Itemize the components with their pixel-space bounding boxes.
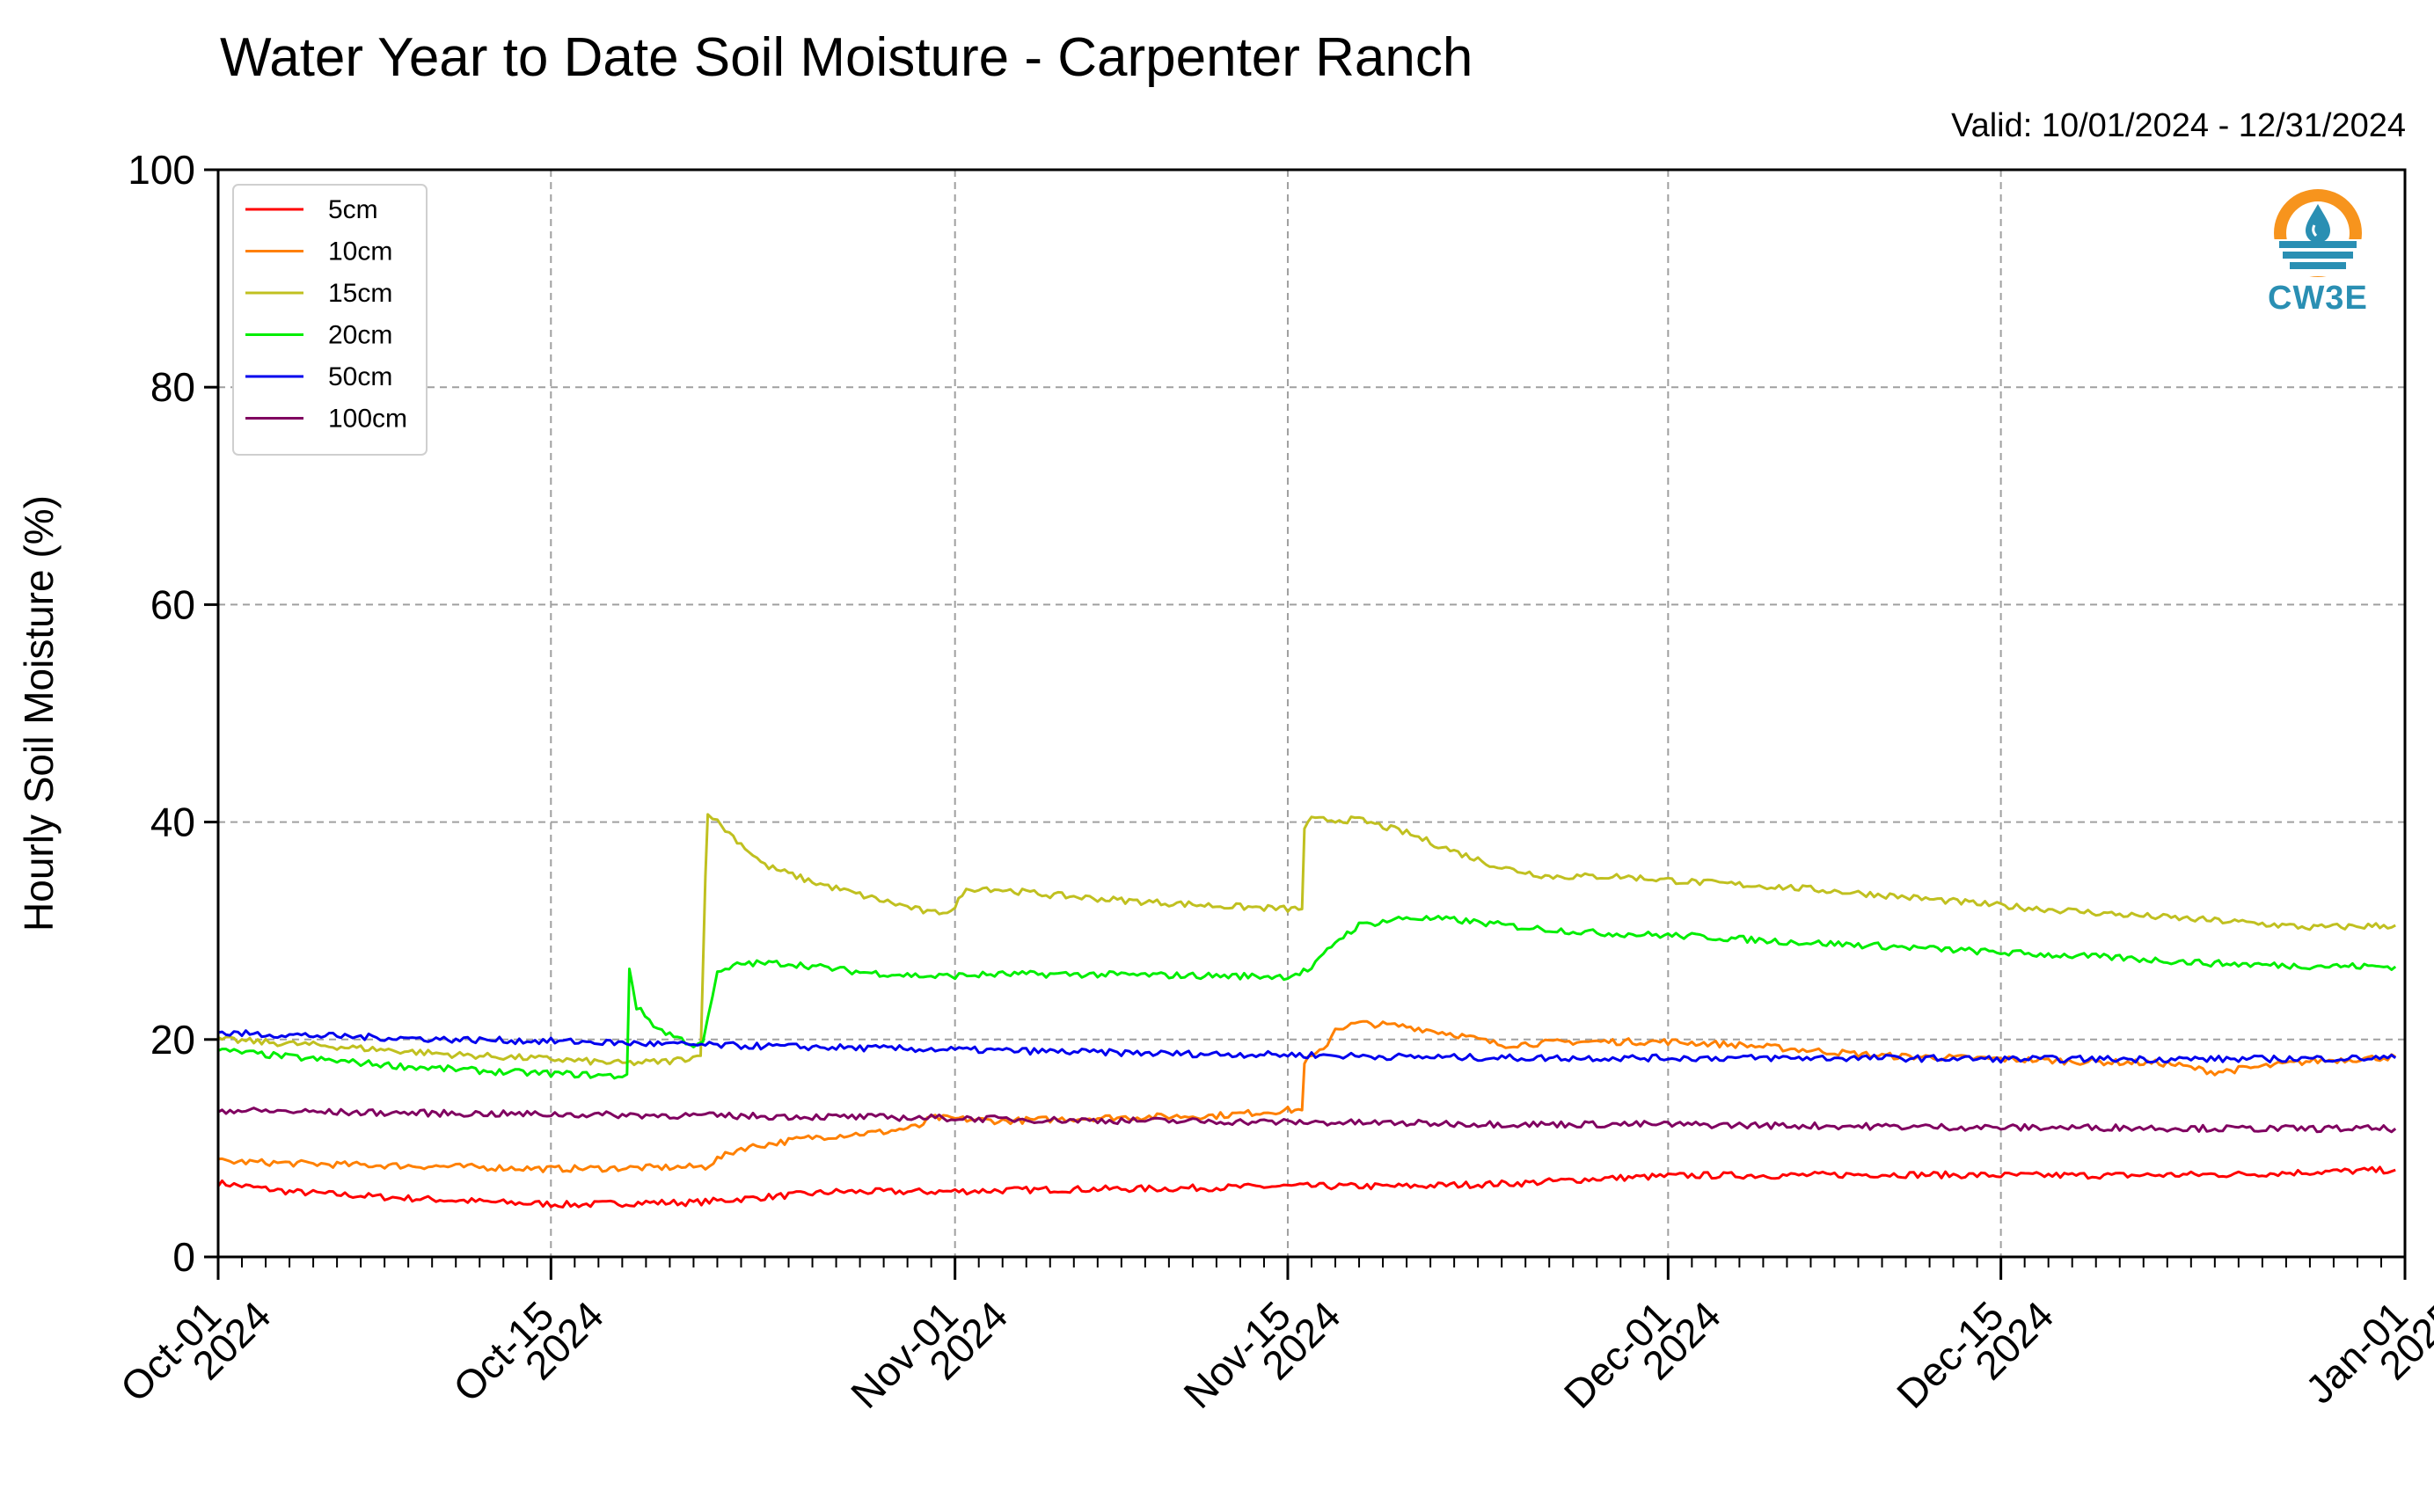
- y-tick-label: 100: [128, 147, 195, 193]
- legend: 5cm 10cm 15cm 20cm 50cm 100cm: [232, 184, 428, 456]
- legend-label: 50cm: [328, 362, 392, 391]
- series-line-100cm: [217, 1107, 2397, 1134]
- series-lines: [216, 813, 2397, 1209]
- series-line-20cm: [217, 915, 2397, 1080]
- series-line-10cm: [217, 1019, 2396, 1173]
- valid-date-range: Valid: 10/01/2024 - 12/31/2024: [1951, 107, 2406, 144]
- legend-label: 20cm: [328, 321, 392, 350]
- series-line-15cm: [217, 813, 2396, 1067]
- legend-label: 100cm: [328, 405, 407, 434]
- y-tick-label: 0: [172, 1234, 195, 1280]
- series-line-5cm: [216, 1165, 2396, 1209]
- series-line-50cm: [217, 1029, 2397, 1064]
- y-tick-label: 60: [150, 581, 195, 627]
- logo-text: CW3E: [2268, 280, 2368, 317]
- chart-title: Water Year to Date Soil Moisture - Carpe…: [220, 27, 1473, 88]
- y-tick-label: 80: [150, 364, 195, 410]
- plot-frame: [216, 168, 2407, 1259]
- y-tick-label: 20: [150, 1017, 195, 1063]
- legend-label: 5cm: [328, 195, 378, 224]
- legend-label: 15cm: [328, 279, 392, 308]
- legend-label: 10cm: [328, 237, 392, 267]
- grid-lines: [217, 169, 2406, 1258]
- y-axis-label: Hourly Soil Moisture (%): [16, 495, 62, 931]
- y-tick-label: 40: [150, 800, 195, 845]
- water-drop-logo-icon: [2274, 189, 2362, 277]
